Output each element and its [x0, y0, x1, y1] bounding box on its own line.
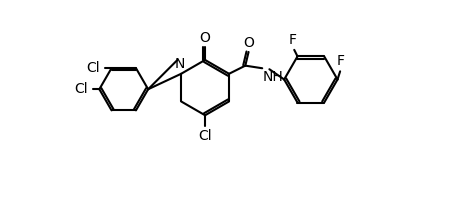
Text: O: O [200, 31, 211, 45]
Text: N: N [175, 57, 185, 71]
Text: O: O [243, 36, 254, 50]
Text: Cl: Cl [74, 82, 88, 96]
Text: F: F [337, 54, 345, 68]
Text: F: F [288, 33, 296, 47]
Text: Cl: Cl [198, 129, 212, 143]
Text: NH: NH [263, 70, 284, 84]
Text: Cl: Cl [86, 61, 100, 75]
